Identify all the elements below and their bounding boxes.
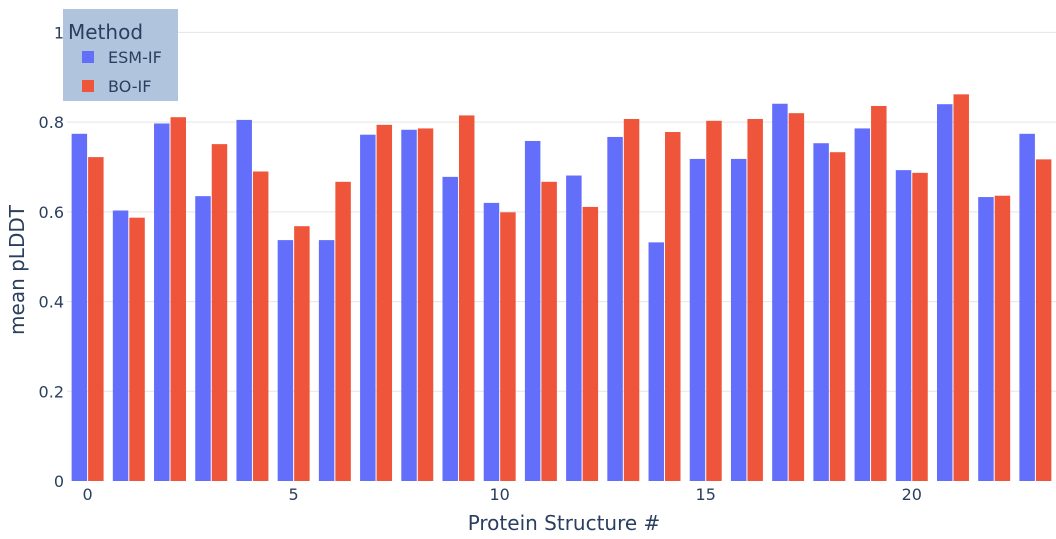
bar-esm-if-19 bbox=[854, 128, 871, 481]
bar-esm-if-16 bbox=[730, 158, 747, 481]
x-axis-title: Protein Structure # bbox=[468, 511, 661, 535]
bar-bo-if-0 bbox=[88, 157, 104, 482]
bar-esm-if-18 bbox=[813, 143, 829, 481]
y-axis: 0 0.2 0.4 0.6 0.8 1 bbox=[39, 23, 64, 491]
bar-bo-if-19 bbox=[871, 105, 887, 481]
bar-bo-if-16 bbox=[747, 119, 763, 481]
x-tick-label: 20 bbox=[902, 485, 922, 504]
x-tick-label: 10 bbox=[490, 485, 510, 504]
legend-title: Method bbox=[68, 20, 143, 44]
x-axis: 0 5 10 15 20 bbox=[83, 485, 922, 504]
bars bbox=[71, 94, 1052, 482]
bar-esm-if-13 bbox=[607, 136, 623, 481]
bar-bo-if-12 bbox=[582, 206, 599, 481]
bar-esm-if-7 bbox=[360, 134, 376, 481]
bar-esm-if-14 bbox=[648, 242, 665, 481]
bar-esm-if-12 bbox=[566, 175, 582, 481]
bar-bo-if-4 bbox=[252, 171, 269, 481]
bar-bo-if-11 bbox=[541, 181, 557, 481]
bar-esm-if-20 bbox=[895, 170, 912, 481]
y-tick-label: 0.2 bbox=[39, 382, 64, 401]
y-tick-label: 1 bbox=[54, 23, 64, 42]
bar-bo-if-2 bbox=[170, 117, 187, 482]
bar-esm-if-17 bbox=[772, 103, 788, 481]
bar-esm-if-15 bbox=[689, 158, 706, 481]
y-axis-title: mean pLDDT bbox=[5, 204, 29, 335]
gridlines bbox=[67, 31, 1056, 392]
legend-swatch-esm-if bbox=[82, 51, 94, 63]
bar-bo-if-6 bbox=[335, 181, 351, 481]
y-tick-label: 0.8 bbox=[39, 113, 64, 132]
bar-bo-if-20 bbox=[912, 172, 928, 481]
bar-esm-if-10 bbox=[483, 202, 500, 481]
bar-bo-if-1 bbox=[129, 217, 145, 481]
bar-bo-if-15 bbox=[706, 120, 722, 481]
bar-bo-if-14 bbox=[665, 132, 681, 482]
bar-bo-if-13 bbox=[623, 119, 640, 481]
y-tick-label: 0.6 bbox=[39, 203, 64, 222]
bar-esm-if-23 bbox=[1019, 133, 1035, 481]
x-tick-label: 5 bbox=[289, 485, 299, 504]
y-tick-label: 0 bbox=[54, 472, 64, 491]
bar-esm-if-4 bbox=[236, 119, 252, 482]
bar-esm-if-9 bbox=[442, 176, 458, 481]
x-tick-label: 15 bbox=[696, 485, 716, 504]
bar-esm-if-2 bbox=[154, 123, 170, 481]
bar-bo-if-3 bbox=[211, 144, 228, 481]
bar-bo-if-10 bbox=[500, 212, 516, 481]
legend: Method ESM-IF BO-IF bbox=[63, 9, 178, 101]
bar-esm-if-6 bbox=[318, 240, 335, 481]
legend-label-esm-if: ESM-IF bbox=[108, 48, 162, 67]
y-tick-label: 0.4 bbox=[39, 293, 64, 312]
legend-label-bo-if: BO-IF bbox=[108, 77, 151, 96]
bar-bo-if-8 bbox=[417, 128, 434, 481]
bar-bo-if-21 bbox=[953, 94, 969, 482]
bar-esm-if-11 bbox=[524, 140, 541, 482]
bar-esm-if-0 bbox=[71, 133, 88, 481]
bar-esm-if-8 bbox=[401, 129, 417, 482]
bar-esm-if-1 bbox=[112, 210, 129, 482]
legend-swatch-bo-if bbox=[82, 80, 94, 92]
bar-bo-if-18 bbox=[829, 152, 846, 481]
bar-bo-if-23 bbox=[1035, 159, 1052, 482]
bar-esm-if-22 bbox=[978, 197, 994, 481]
bar-esm-if-3 bbox=[195, 196, 211, 481]
bar-bo-if-17 bbox=[788, 113, 805, 482]
bar-esm-if-21 bbox=[936, 104, 953, 481]
x-tick-label: 0 bbox=[83, 485, 93, 504]
bar-bo-if-7 bbox=[376, 124, 393, 481]
bar-bo-if-9 bbox=[458, 115, 475, 482]
bar-bo-if-22 bbox=[994, 195, 1011, 482]
bar-bo-if-5 bbox=[294, 226, 310, 481]
bar-esm-if-5 bbox=[277, 240, 294, 481]
